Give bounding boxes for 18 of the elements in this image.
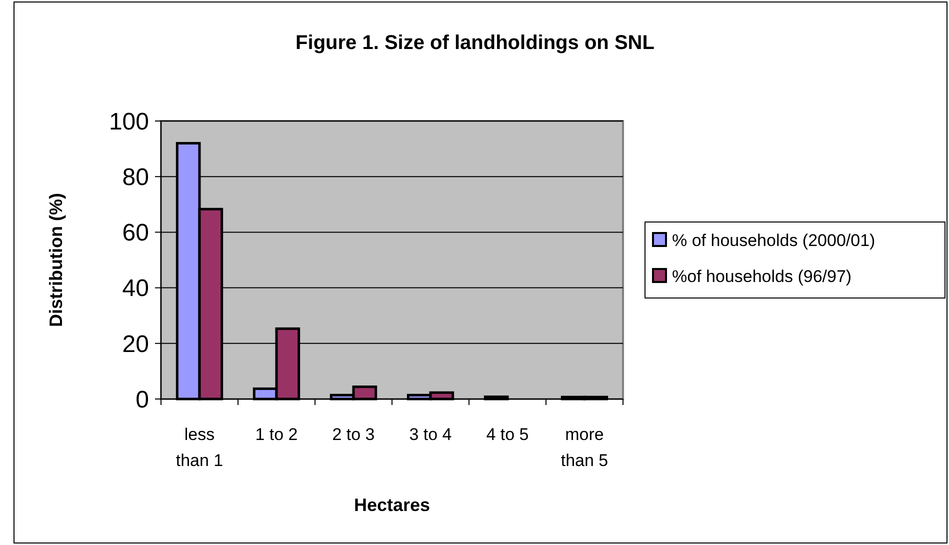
x-axis-title: Hectares — [354, 495, 430, 515]
y-tick-label: 40 — [122, 275, 149, 302]
x-tick-label: 1 to 2 — [255, 425, 298, 444]
legend-label: %of households (96/97) — [672, 266, 852, 286]
x-tick-label: 4 to 5 — [486, 425, 529, 444]
x-tick-label: less than 1 — [176, 425, 224, 470]
y-tick-label: 20 — [122, 330, 149, 358]
x-tick-label: 3 to 4 — [409, 425, 452, 444]
legend-label: % of households (2000/01) — [672, 230, 876, 250]
x-tick-label: more than 5 — [560, 425, 608, 470]
y-tick-label: 0 — [136, 386, 149, 414]
bar — [484, 396, 509, 400]
y-tick-label: 60 — [122, 220, 149, 247]
y-axis-title: Distribution (%) — [46, 193, 66, 327]
y-tick-label: 80 — [122, 164, 149, 191]
chart-title: Figure 1. Size of landholdings on SNL — [296, 32, 654, 54]
x-tick-label: 2 to 3 — [332, 425, 375, 444]
y-tick-label: 100 — [108, 108, 149, 136]
